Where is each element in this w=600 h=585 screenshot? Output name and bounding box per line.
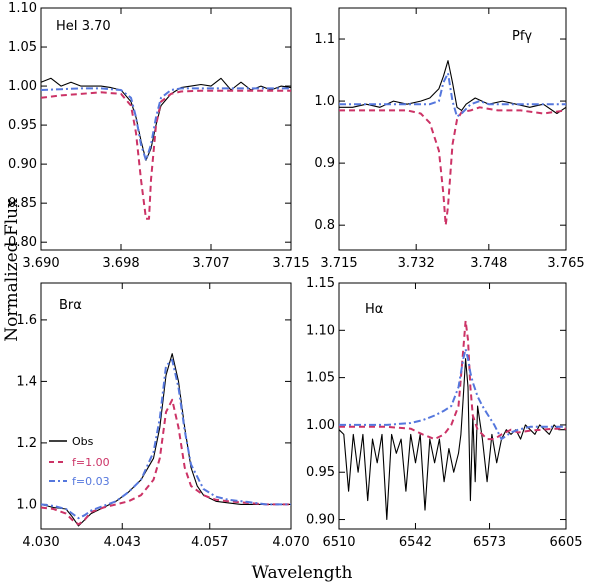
x-tick-label: 4.070 bbox=[272, 535, 309, 550]
panel-title: Pfγ bbox=[512, 29, 532, 44]
y-tick-label: 1.6 bbox=[16, 313, 37, 328]
legend-label-obs: Obs bbox=[72, 435, 94, 448]
y-tick-label: 1.0 bbox=[16, 497, 37, 512]
y-tick-label: 1.10 bbox=[306, 323, 335, 338]
legend: Obs f=1.00 f=0.03 bbox=[49, 435, 110, 488]
y-tick-label: 1.05 bbox=[8, 40, 37, 55]
x-tick-label: 3.707 bbox=[192, 256, 229, 271]
panel-bralpha: 4.030 4.043 4.057 4.070 1.0 1.2 1.4 1.6 Brα bbox=[16, 282, 310, 550]
x-tick-label: 3.690 bbox=[22, 256, 59, 271]
plot-frame bbox=[40, 282, 292, 530]
series-lines bbox=[338, 319, 566, 521]
x-tick-label: 6573 bbox=[473, 535, 506, 550]
series-line-obs bbox=[339, 60, 567, 115]
series-lines bbox=[40, 353, 291, 527]
y-tick-label: 1.00 bbox=[8, 79, 37, 94]
x-tick-label: 3.715 bbox=[320, 256, 357, 271]
series-line-obs bbox=[338, 358, 566, 521]
series-lines bbox=[40, 77, 292, 220]
legend-label-f003: f=0.03 bbox=[72, 475, 110, 488]
axis-ticks: 3.715 3.732 3.748 3.765 0.8 0.9 1.0 1.1 bbox=[314, 8, 585, 271]
y-tick-label: 1.15 bbox=[306, 276, 335, 291]
x-tick-label: 6542 bbox=[399, 535, 432, 550]
axis-ticks: 6510 6542 6573 6605 0.90 0.95 1.00 1.05 1.10 1.15 bbox=[306, 276, 583, 550]
x-tick-label: 4.043 bbox=[104, 535, 141, 550]
panel-title: Hα bbox=[365, 302, 383, 317]
series-line-f100 bbox=[339, 106, 567, 227]
series-lines bbox=[339, 60, 567, 227]
plot-frame bbox=[40, 7, 292, 251]
series-line-f100 bbox=[40, 89, 291, 220]
x-tick-label: 4.057 bbox=[191, 535, 228, 550]
y-tick-label: 0.95 bbox=[8, 118, 37, 133]
series-line-f100 bbox=[339, 319, 566, 441]
y-tick-label: 0.80 bbox=[8, 235, 37, 250]
panel-heI: 3.690 3.698 3.707 3.715 0.80 0.85 0.90 0.95 1.00… bbox=[8, 1, 310, 271]
x-tick-label: 3.715 bbox=[272, 256, 309, 271]
series-line-obs bbox=[40, 77, 292, 161]
x-tick-label: 6510 bbox=[322, 535, 355, 550]
x-tick-label: 6605 bbox=[549, 535, 582, 550]
y-tick-label: 0.9 bbox=[314, 156, 335, 171]
series-line-f003 bbox=[40, 358, 291, 520]
series-line-f003 bbox=[339, 348, 566, 441]
panel-title: HeI 3.70 bbox=[56, 19, 111, 34]
y-tick-label: 1.2 bbox=[16, 436, 37, 451]
x-tick-label: 4.030 bbox=[22, 535, 59, 550]
plot-frame bbox=[338, 282, 567, 530]
x-axis-title: Wavelength bbox=[252, 563, 353, 583]
legend-label-f100: f=1.00 bbox=[72, 456, 110, 469]
y-tick-label: 0.90 bbox=[306, 513, 335, 528]
series-line-f003 bbox=[40, 87, 291, 162]
y-tick-label: 1.1 bbox=[314, 32, 335, 47]
x-tick-label: 3.698 bbox=[102, 256, 139, 271]
y-tick-label: 1.4 bbox=[16, 374, 37, 389]
x-tick-label: 3.765 bbox=[547, 256, 584, 271]
y-tick-label: 0.85 bbox=[8, 196, 37, 211]
series-line-f100 bbox=[40, 398, 291, 526]
axis-ticks: 4.030 4.043 4.057 4.070 1.0 1.2 1.4 1.6 bbox=[16, 283, 310, 550]
panel-halpha: 6510 6542 6573 6605 0.90 0.95 1.00 1.05 1.10 1.15… bbox=[306, 276, 583, 550]
y-tick-label: 1.00 bbox=[306, 418, 335, 433]
y-tick-label: 1.0 bbox=[314, 94, 335, 109]
y-tick-label: 1.05 bbox=[306, 371, 335, 386]
panel-pfgamma: 3.715 3.732 3.748 3.765 0.8 0.9 1.0 1.1 Pfγ bbox=[314, 7, 585, 271]
y-tick-label: 0.90 bbox=[8, 157, 37, 172]
y-axis-title: Normalized Flux bbox=[2, 198, 22, 342]
series-line-f003 bbox=[339, 72, 566, 118]
x-tick-label: 3.732 bbox=[398, 256, 435, 271]
y-tick-label: 0.8 bbox=[314, 218, 335, 233]
y-tick-label: 1.10 bbox=[8, 1, 37, 16]
x-tick-label: 3.748 bbox=[470, 256, 507, 271]
axis-ticks: 3.690 3.698 3.707 3.715 0.80 0.85 0.90 0.95 1.00… bbox=[8, 1, 310, 271]
panel-title: Brα bbox=[59, 298, 82, 313]
y-tick-label: 0.95 bbox=[306, 465, 335, 480]
plot-frame bbox=[338, 7, 567, 251]
